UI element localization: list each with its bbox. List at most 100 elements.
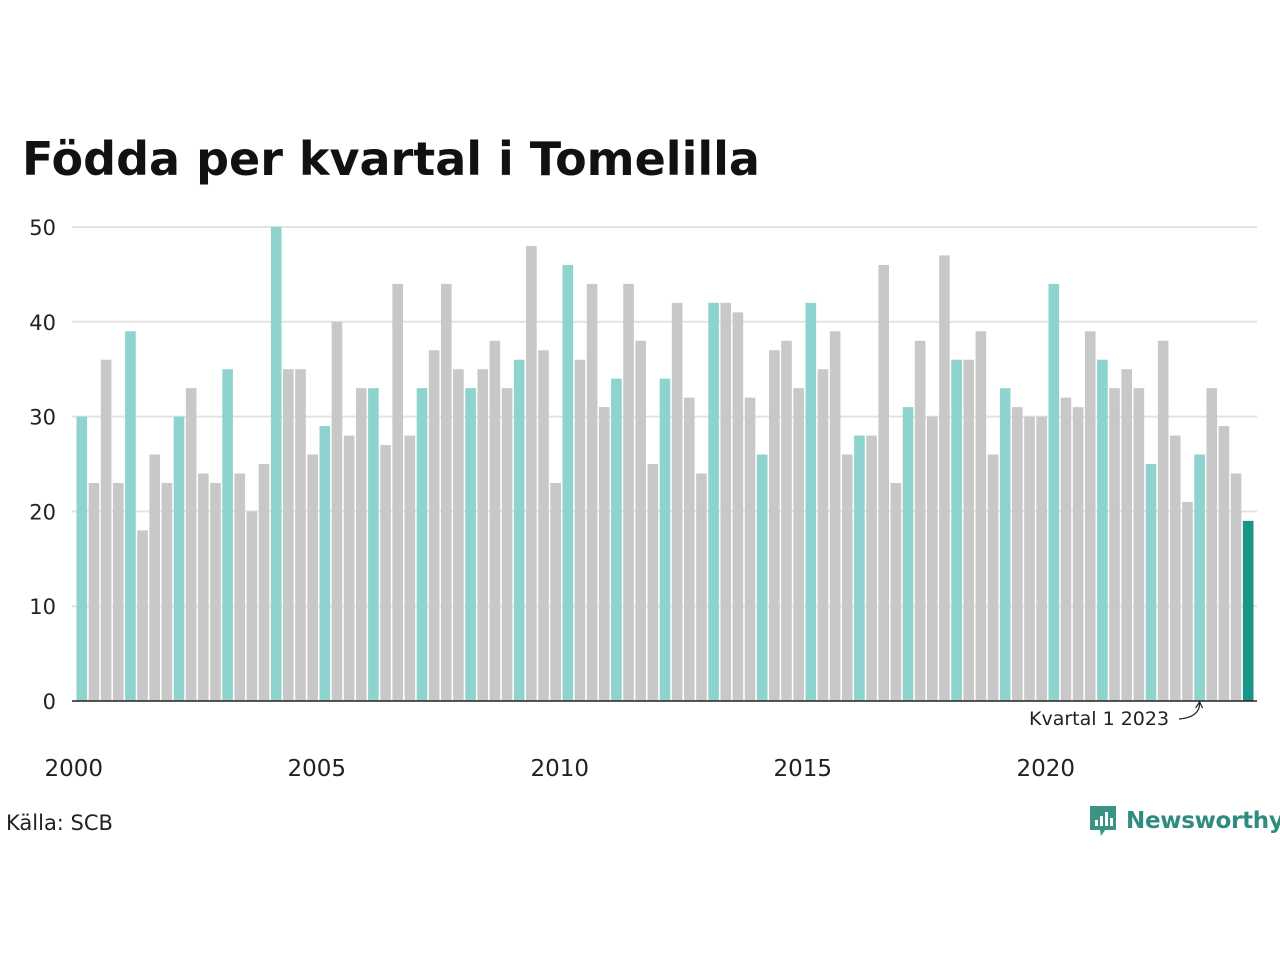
bar: 2020 K1: 44 [1048, 283, 1060, 701]
bar: 2017 K1: 31 [902, 407, 914, 701]
bar: undefined: 24 [1230, 473, 1242, 701]
bar: 2021 K4: 33 [1133, 388, 1145, 701]
bar: 2018 K4: 26 [987, 454, 999, 701]
bar: 2001 K1: 39 [125, 331, 136, 701]
brand-logo[interactable]: Newsworthy [1088, 804, 1280, 838]
bar: 2005 K1: 29 [319, 426, 331, 701]
bar: 2021 K2: 33 [1109, 388, 1120, 701]
bar: 2010 K1: 46 [562, 264, 574, 701]
bar: 2018 K2: 36 [963, 359, 975, 701]
bar: 2019 K4: 30 [1036, 416, 1047, 701]
bar: 2008 K1: 33 [465, 388, 476, 701]
bar: 2000 K4: 23 [112, 482, 124, 701]
bar: 2015 K1: 42 [805, 302, 817, 701]
bar: 2008 K3: 38 [489, 340, 501, 701]
bar: 2016 K2: 28 [866, 435, 877, 701]
x-tick-label: 2000 [45, 756, 104, 782]
bar: 2006 K4: 28 [404, 435, 416, 701]
bar: 2020 K2: 32 [1060, 397, 1072, 701]
axes [72, 700, 1257, 720]
newsworthy-logo-icon [1090, 806, 1116, 836]
x-tick-label: 2010 [531, 756, 590, 782]
bar: 2005 K3: 28 [343, 435, 355, 701]
bar: 2002 K3: 24 [198, 473, 209, 701]
tick-labels: 0 10 20 30 40 50 2000 2005 2010 2015 2020 [29, 216, 1075, 782]
bar: 2009 K1: 36 [513, 359, 525, 701]
bar: 2007 K4: 35 [453, 369, 464, 701]
bar: undefined: 29 [1218, 426, 1230, 701]
bar: 2012 K4: 24 [696, 473, 707, 701]
bar: 2003 K4: 25 [258, 464, 270, 701]
bar: 2022 K3: 28 [1170, 435, 1181, 701]
bar: 2012 K1: 34 [659, 378, 671, 701]
bar: 2011 K3: 38 [635, 340, 646, 701]
source-label: Källa: SCB [6, 811, 113, 835]
bar: 2001 K3: 26 [149, 454, 160, 701]
bar: 2009 K4: 23 [550, 482, 561, 701]
bar: 2003 K3: 20 [246, 511, 258, 701]
bar: 2016 K4: 23 [890, 482, 902, 701]
bar: 2012 K3: 32 [684, 397, 695, 701]
bar: 2011 K1: 34 [611, 378, 622, 701]
bar: 2022 K2: 38 [1157, 340, 1169, 701]
bar: 2002 K4: 23 [210, 482, 221, 701]
y-tick-label: 40 [29, 311, 56, 335]
bar: 2017 K2: 38 [914, 340, 926, 701]
bar: 2003 K1: 35 [222, 369, 233, 701]
bar: 2013 K4: 32 [744, 397, 756, 701]
bar: 2007 K3: 44 [441, 283, 452, 701]
bar: 2000 K1: 30 [76, 416, 88, 701]
bar: 2021 K3: 35 [1121, 369, 1132, 701]
bar: undefined: 33 [1206, 388, 1218, 701]
bar: 2004 K4: 26 [307, 454, 318, 701]
x-tick-label: 2005 [288, 756, 347, 782]
bar: 2018 K1: 36 [951, 359, 962, 701]
y-tick-label: 10 [29, 595, 56, 619]
y-tick-label: 0 [43, 690, 56, 714]
x-tick-label: 2015 [774, 756, 833, 782]
bar: 2020 K4: 39 [1084, 331, 1096, 701]
bar: 2009 K3: 37 [538, 350, 549, 701]
chart-title: Födda per kvartal i Tomelilla [22, 132, 760, 186]
bar: 2000 K2: 23 [88, 482, 100, 701]
annotation-arrow [1178, 702, 1201, 720]
bar: 2001 K2: 18 [137, 530, 148, 701]
bar: 2005 K2: 40 [331, 321, 343, 701]
bar: 2017 K3: 30 [927, 416, 938, 701]
bar: 2001 K4: 23 [161, 482, 173, 701]
bar: 2015 K2: 35 [817, 369, 829, 701]
bar: 2019 K1: 33 [999, 388, 1011, 701]
bar: 2006 K1: 33 [368, 388, 379, 701]
bar: 2004 K2: 35 [283, 369, 294, 701]
bar: 2019 K3: 30 [1024, 416, 1035, 701]
bar: 2007 K2: 37 [428, 350, 440, 701]
brand-name: Newsworthy [1126, 808, 1280, 834]
bar: 2015 K3: 39 [829, 331, 841, 701]
bar: 2006 K3: 44 [392, 283, 403, 701]
bar: 2012 K2: 42 [671, 302, 683, 701]
bar: 2017 K4: 47 [939, 255, 950, 701]
bar: 2020 K3: 31 [1072, 407, 1084, 701]
bar: 2011 K2: 44 [623, 283, 634, 701]
bar: 2004 K1: 50 [270, 227, 282, 701]
bar: 2005 K4: 33 [355, 388, 367, 701]
bar: 2002 K1: 30 [173, 416, 185, 701]
bar: 2014 K4: 33 [793, 388, 804, 701]
bars: 2000 K1: 302000 K2: 232000 K3: 362000 K4… [76, 227, 1254, 701]
bar: 2014 K1: 26 [756, 454, 768, 701]
bar: 2013 K2: 42 [720, 302, 732, 701]
bar: 2023 K1: 26 [1194, 454, 1205, 701]
bar: 2016 K3: 46 [878, 264, 889, 701]
bar: 2009 K2: 48 [526, 245, 537, 701]
bar: 2011 K4: 25 [647, 464, 659, 701]
bar: 2014 K3: 38 [781, 340, 792, 701]
bar: 2015 K4: 26 [841, 454, 853, 701]
bar: 2021 K1: 36 [1097, 359, 1108, 701]
bar: 2010 K2: 36 [574, 359, 586, 701]
latest-quarter-annotation: Kvartal 1 2023 [1029, 708, 1170, 730]
bar: 2019 K2: 31 [1012, 407, 1023, 701]
bar: 2008 K2: 35 [477, 369, 489, 701]
bar: 2006 K2: 27 [380, 445, 391, 701]
y-tick-label: 20 [29, 500, 56, 524]
